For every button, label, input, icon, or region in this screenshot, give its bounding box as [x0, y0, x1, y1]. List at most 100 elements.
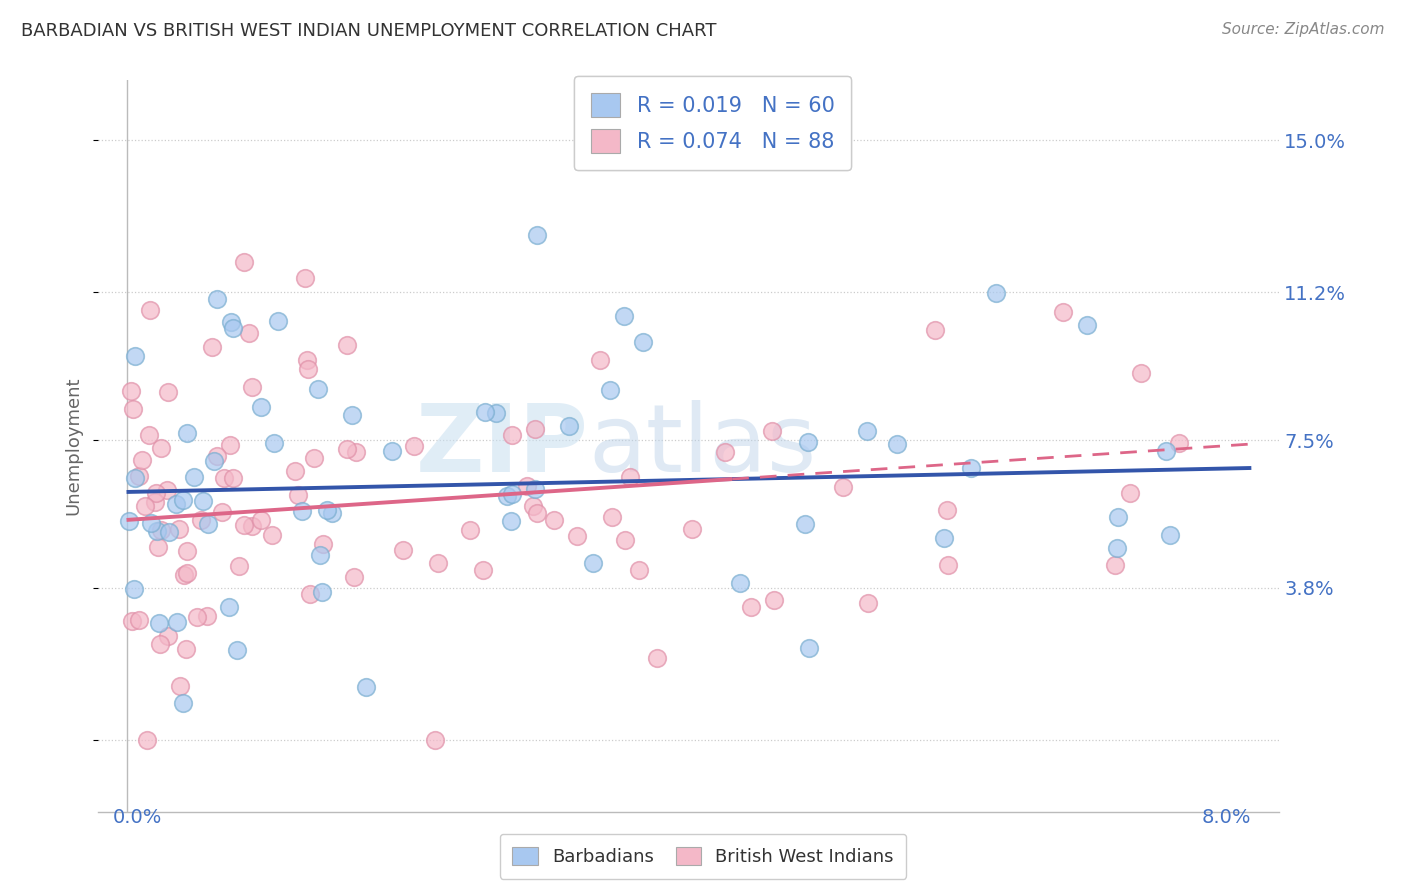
Point	[298, 587, 321, 601]
Point	[761, 424, 783, 438]
Point	[291, 504, 314, 518]
Point	[143, 495, 166, 509]
Point	[485, 406, 508, 420]
Point	[316, 503, 339, 517]
Point	[197, 516, 219, 531]
Point	[959, 460, 981, 475]
Text: atlas: atlas	[589, 400, 817, 492]
Point	[936, 503, 959, 517]
Point	[149, 523, 172, 537]
Point	[628, 563, 651, 577]
Point	[1052, 305, 1074, 319]
Point	[1076, 318, 1098, 332]
Point	[1159, 528, 1181, 542]
Text: ZIP: ZIP	[416, 400, 589, 492]
Point	[308, 548, 330, 562]
Point	[190, 513, 212, 527]
Point	[602, 510, 624, 524]
Point	[426, 556, 449, 570]
Point	[157, 525, 180, 540]
Point	[124, 471, 146, 485]
Point	[260, 528, 283, 542]
Point	[295, 352, 318, 367]
Point	[232, 518, 254, 533]
Point	[312, 537, 335, 551]
Point	[524, 482, 547, 496]
Point	[228, 558, 250, 573]
Text: 8.0%: 8.0%	[1202, 808, 1251, 827]
Point	[222, 321, 245, 335]
Point	[499, 514, 522, 528]
Point	[263, 435, 285, 450]
Point	[233, 254, 256, 268]
Point	[121, 614, 143, 628]
Point	[796, 435, 818, 450]
Point	[501, 428, 523, 442]
Point	[166, 615, 188, 629]
Point	[267, 314, 290, 328]
Point	[135, 732, 157, 747]
Point	[613, 309, 636, 323]
Point	[523, 422, 546, 436]
Point	[472, 563, 495, 577]
Point	[763, 593, 786, 607]
Point	[207, 449, 229, 463]
Point	[633, 334, 655, 349]
Legend: R = 0.019   N = 60, R = 0.074   N = 88: R = 0.019 N = 60, R = 0.074 N = 88	[574, 76, 851, 170]
Point	[149, 442, 172, 456]
Point	[336, 442, 359, 456]
Point	[250, 400, 273, 414]
Point	[250, 513, 273, 527]
Point	[145, 524, 167, 538]
Point	[543, 513, 565, 527]
Point	[284, 464, 307, 478]
Point	[526, 227, 548, 242]
Point	[340, 409, 363, 423]
Point	[599, 383, 621, 397]
Point	[354, 681, 377, 695]
Point	[647, 651, 669, 665]
Point	[474, 405, 496, 419]
Point	[886, 436, 908, 450]
Point	[128, 613, 150, 627]
Point	[1107, 509, 1129, 524]
Point	[138, 427, 160, 442]
Point	[139, 302, 162, 317]
Point	[174, 641, 197, 656]
Point	[156, 483, 179, 498]
Point	[134, 499, 156, 513]
Point	[157, 629, 180, 643]
Point	[122, 582, 145, 597]
Point	[240, 379, 263, 393]
Point	[225, 642, 247, 657]
Point	[832, 480, 855, 494]
Point	[242, 519, 264, 533]
Point	[522, 499, 544, 513]
Point	[381, 444, 404, 458]
Legend: Barbadians, British West Indians: Barbadians, British West Indians	[499, 834, 907, 879]
Point	[176, 544, 198, 558]
Point	[304, 451, 326, 466]
Point	[1154, 443, 1177, 458]
Point	[581, 556, 603, 570]
Point	[924, 323, 946, 337]
Point	[856, 596, 879, 610]
Point	[321, 506, 343, 520]
Point	[932, 531, 955, 545]
Point	[218, 437, 240, 451]
Point	[392, 542, 415, 557]
Point	[984, 285, 1007, 300]
Point	[218, 599, 240, 614]
Point	[501, 487, 523, 501]
Point	[311, 585, 333, 599]
Point	[294, 271, 316, 285]
Point	[139, 516, 162, 531]
Point	[797, 640, 820, 655]
Point	[589, 352, 612, 367]
Point	[458, 523, 481, 537]
Point	[425, 732, 447, 747]
Point	[238, 326, 260, 341]
Point	[212, 471, 235, 485]
Point	[173, 568, 195, 582]
Point	[176, 426, 198, 441]
